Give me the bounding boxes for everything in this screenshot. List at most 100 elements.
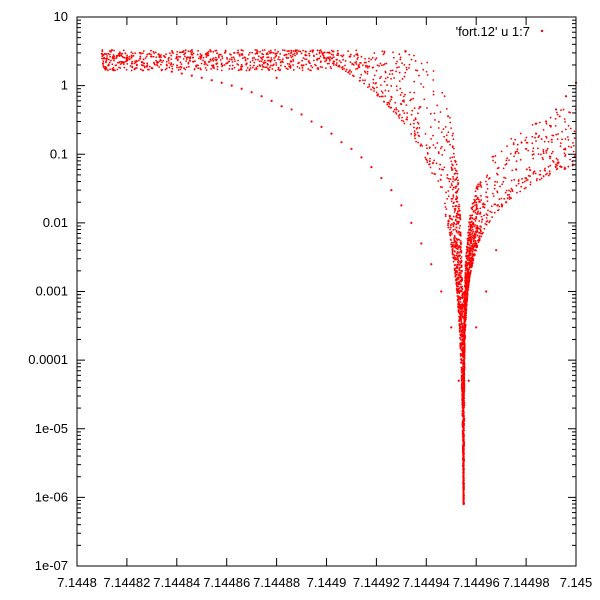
- data-point: [469, 237, 472, 240]
- data-point: [421, 144, 424, 147]
- data-point: [230, 58, 233, 61]
- data-point: [152, 50, 155, 53]
- data-point: [494, 155, 497, 157]
- data-point: [492, 159, 494, 162]
- data-point: [328, 58, 331, 61]
- data-point: [471, 243, 474, 246]
- data-point: [400, 204, 403, 207]
- data-point: [109, 49, 111, 52]
- data-point: [486, 187, 489, 190]
- data-point: [441, 154, 444, 156]
- data-point: [382, 53, 385, 56]
- data-point: [541, 156, 544, 159]
- data-point: [359, 76, 362, 79]
- data-point: [455, 214, 458, 217]
- data-point: [476, 230, 479, 233]
- data-point: [273, 59, 276, 62]
- data-point: [200, 55, 203, 57]
- data-point: [307, 60, 310, 63]
- data-point: [447, 190, 450, 192]
- data-point: [555, 157, 558, 160]
- data-point: [393, 108, 396, 111]
- data-point: [221, 57, 224, 60]
- data-point: [463, 329, 466, 332]
- data-point: [251, 51, 254, 54]
- data-point: [452, 253, 455, 256]
- data-point: [404, 71, 407, 74]
- data-point: [270, 64, 272, 67]
- data-point: [457, 379, 460, 382]
- y-tick-label: 0.0001: [28, 352, 68, 367]
- data-point: [139, 57, 141, 60]
- data-point: [457, 230, 460, 233]
- data-point: [458, 263, 461, 266]
- data-point: [455, 170, 458, 172]
- data-point: [390, 77, 393, 80]
- data-point: [223, 51, 226, 54]
- data-point: [471, 236, 474, 239]
- data-point: [112, 54, 115, 56]
- y-tick-label: 0.1: [50, 146, 68, 161]
- data-point: [471, 208, 474, 211]
- data-point: [475, 326, 478, 329]
- data-point: [342, 54, 345, 57]
- data-point: [570, 146, 573, 149]
- data-point: [372, 78, 375, 81]
- data-point: [277, 56, 280, 58]
- data-point: [205, 56, 208, 58]
- data-point: [131, 52, 134, 55]
- data-point: [177, 69, 180, 71]
- data-point: [462, 362, 465, 365]
- data-point: [364, 57, 366, 60]
- data-point: [366, 65, 369, 68]
- data-point: [156, 64, 159, 67]
- data-point: [556, 167, 559, 170]
- data-point: [368, 83, 371, 86]
- data-point: [358, 63, 360, 66]
- data-point: [434, 146, 437, 149]
- data-point: [538, 178, 541, 181]
- data-point: [413, 80, 416, 83]
- data-point: [449, 157, 452, 159]
- data-point: [202, 56, 205, 59]
- data-point: [330, 49, 333, 52]
- data-point: [498, 205, 501, 208]
- data-point: [450, 241, 453, 244]
- data-point: [463, 322, 466, 325]
- data-point: [344, 60, 347, 62]
- data-point: [390, 85, 393, 87]
- data-point: [462, 473, 465, 476]
- data-point: [403, 63, 406, 66]
- data-point: [337, 52, 340, 55]
- data-point: [534, 172, 537, 175]
- data-point: [240, 49, 243, 51]
- data-point: [240, 63, 243, 66]
- data-point: [337, 65, 340, 68]
- data-point: [250, 91, 253, 94]
- data-point: [446, 174, 449, 176]
- data-point: [459, 257, 462, 260]
- data-point: [279, 64, 282, 67]
- tick-labels: 7.1448 7.14482 7.14484 7.14486 7.14488 7.1449…: [28, 9, 592, 590]
- data-point: [531, 142, 534, 145]
- data-point: [349, 61, 352, 64]
- data-point: [548, 170, 551, 173]
- data-point: [462, 387, 465, 390]
- data-point: [411, 109, 414, 112]
- data-point: [263, 49, 266, 51]
- data-point: [459, 305, 461, 308]
- data-point: [412, 119, 415, 122]
- data-point: [464, 267, 467, 270]
- data-point: [210, 64, 213, 67]
- data-point: [455, 254, 458, 257]
- data-point: [475, 216, 478, 219]
- data-point: [549, 125, 552, 128]
- y-tick-label: 1: [61, 78, 68, 93]
- data-point: [523, 187, 526, 190]
- data-point: [545, 152, 548, 154]
- data-point: [251, 57, 254, 60]
- data-point: [216, 62, 219, 65]
- data-point: [124, 61, 126, 63]
- data-point: [504, 163, 507, 166]
- data-point: [483, 214, 486, 217]
